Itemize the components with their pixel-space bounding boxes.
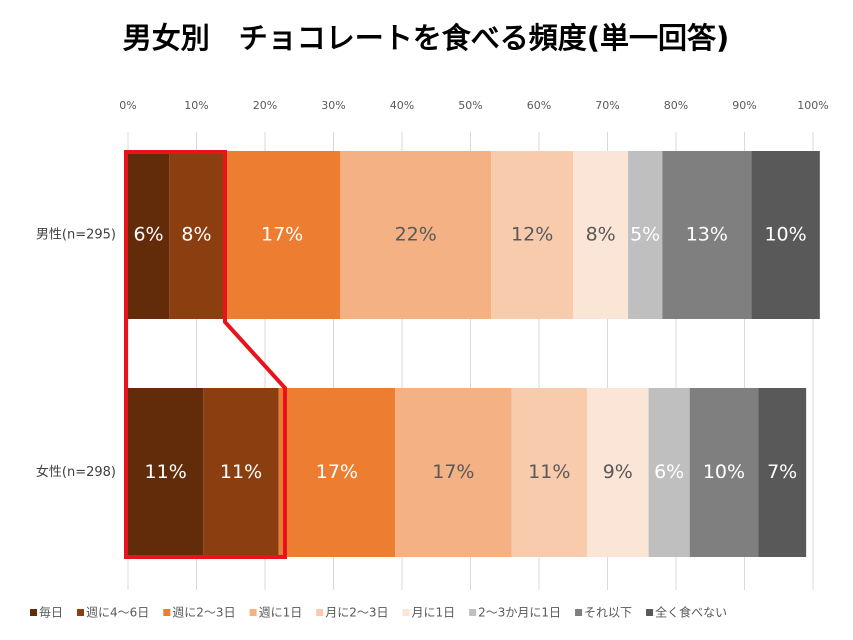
data-label: 7% (767, 461, 797, 483)
bar-segment (128, 388, 204, 557)
x-tick-label: 30% (321, 99, 345, 112)
data-label: 17% (432, 461, 474, 483)
data-label: 13% (686, 224, 728, 246)
x-tick-label: 100% (797, 99, 828, 112)
bar-segment (395, 388, 512, 557)
data-label: 22% (395, 224, 437, 246)
data-label: 6% (133, 224, 163, 246)
bar-segment (751, 151, 820, 319)
legend-label: 全く食べない (655, 605, 727, 620)
x-tick-label: 80% (664, 99, 688, 112)
bar-segment (491, 151, 574, 319)
legend-swatch (77, 609, 85, 616)
x-tick-label: 50% (458, 99, 482, 112)
bar-segment (340, 151, 492, 319)
legend-label: 週に1日 (259, 606, 303, 620)
y-tick-label: 女性(n=298) (36, 464, 116, 480)
data-label: 8% (181, 224, 211, 246)
chart-title: 男女別 チョコレートを食べる頻度(単一回答) (123, 21, 730, 55)
bar-segment (169, 151, 224, 319)
bar-segment (203, 388, 279, 557)
legend-label: 週に4〜6日 (86, 606, 149, 620)
legend-swatch (402, 609, 410, 616)
x-tick-label: 60% (527, 99, 551, 112)
data-label: 9% (603, 461, 633, 483)
x-tick-label: 10% (184, 99, 208, 112)
legend-label: それ以下 (584, 606, 632, 620)
legend: 毎日 週に4〜6日 週に2〜3日 週に1日 月に2〜3日 月に1日 2〜3か月に1日 それ以下… (30, 605, 727, 620)
bar-segment (689, 388, 759, 557)
bar-segment (278, 388, 396, 557)
legend-label: 毎日 (39, 605, 63, 620)
highlight-frame (124, 150, 287, 559)
bar-segment (758, 388, 807, 557)
legend-swatch (469, 609, 477, 616)
data-label: 11% (145, 461, 187, 483)
legend-label: 月に2〜3日 (325, 606, 388, 620)
legend-swatch (316, 609, 324, 616)
y-tick-label: 男性(n=295) (36, 228, 116, 243)
data-label: 12% (511, 224, 553, 246)
x-tick-label: 70% (595, 99, 619, 112)
bar-segment (662, 151, 752, 319)
legend-swatch (646, 609, 654, 616)
x-tick-label: 20% (253, 99, 277, 112)
bar-segment (223, 151, 341, 319)
legend-label: 週に2〜3日 (172, 606, 235, 620)
data-label: 17% (261, 224, 303, 246)
legend-swatch (30, 609, 37, 616)
legend-label: 月に1日 (412, 606, 456, 620)
legend-swatch (575, 609, 583, 616)
bar-segment (648, 388, 690, 557)
data-label: 10% (764, 224, 806, 246)
legend-swatch (249, 609, 257, 616)
data-label: 6% (654, 461, 684, 483)
x-tick-label: 90% (732, 99, 756, 112)
bar-segment (573, 151, 629, 319)
data-label: 17% (316, 461, 358, 483)
bar-segment (628, 151, 663, 319)
data-label: 10% (703, 461, 745, 483)
data-label: 11% (528, 461, 570, 483)
data-label: 11% (220, 461, 262, 483)
bar-segment (511, 388, 587, 557)
x-tick-label: 40% (390, 99, 414, 112)
data-label: 5% (630, 224, 660, 246)
bars: 男性(n=295) 6% 8% 17% 22% 12% 8% 5% 13% 10% 女性(n=298… (36, 151, 820, 557)
legend-swatch (163, 609, 171, 616)
x-tick-label: 0% (119, 99, 136, 112)
bar-segment (128, 151, 170, 319)
legend-label: 2〜3か月に1日 (478, 606, 561, 620)
data-label: 8% (586, 224, 616, 246)
bar-segment (586, 388, 649, 557)
